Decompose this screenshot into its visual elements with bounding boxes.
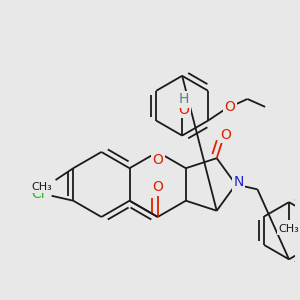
Text: O: O	[152, 180, 163, 194]
Text: O: O	[152, 155, 163, 169]
Text: Cl: Cl	[31, 187, 45, 201]
Text: O: O	[224, 100, 235, 114]
Text: O: O	[152, 153, 163, 167]
Text: CH₃: CH₃	[279, 224, 299, 234]
Text: O: O	[220, 128, 231, 142]
Text: H: H	[179, 92, 189, 106]
Text: CH₃: CH₃	[32, 182, 52, 192]
Text: O: O	[179, 103, 190, 117]
Text: N: N	[234, 176, 244, 190]
